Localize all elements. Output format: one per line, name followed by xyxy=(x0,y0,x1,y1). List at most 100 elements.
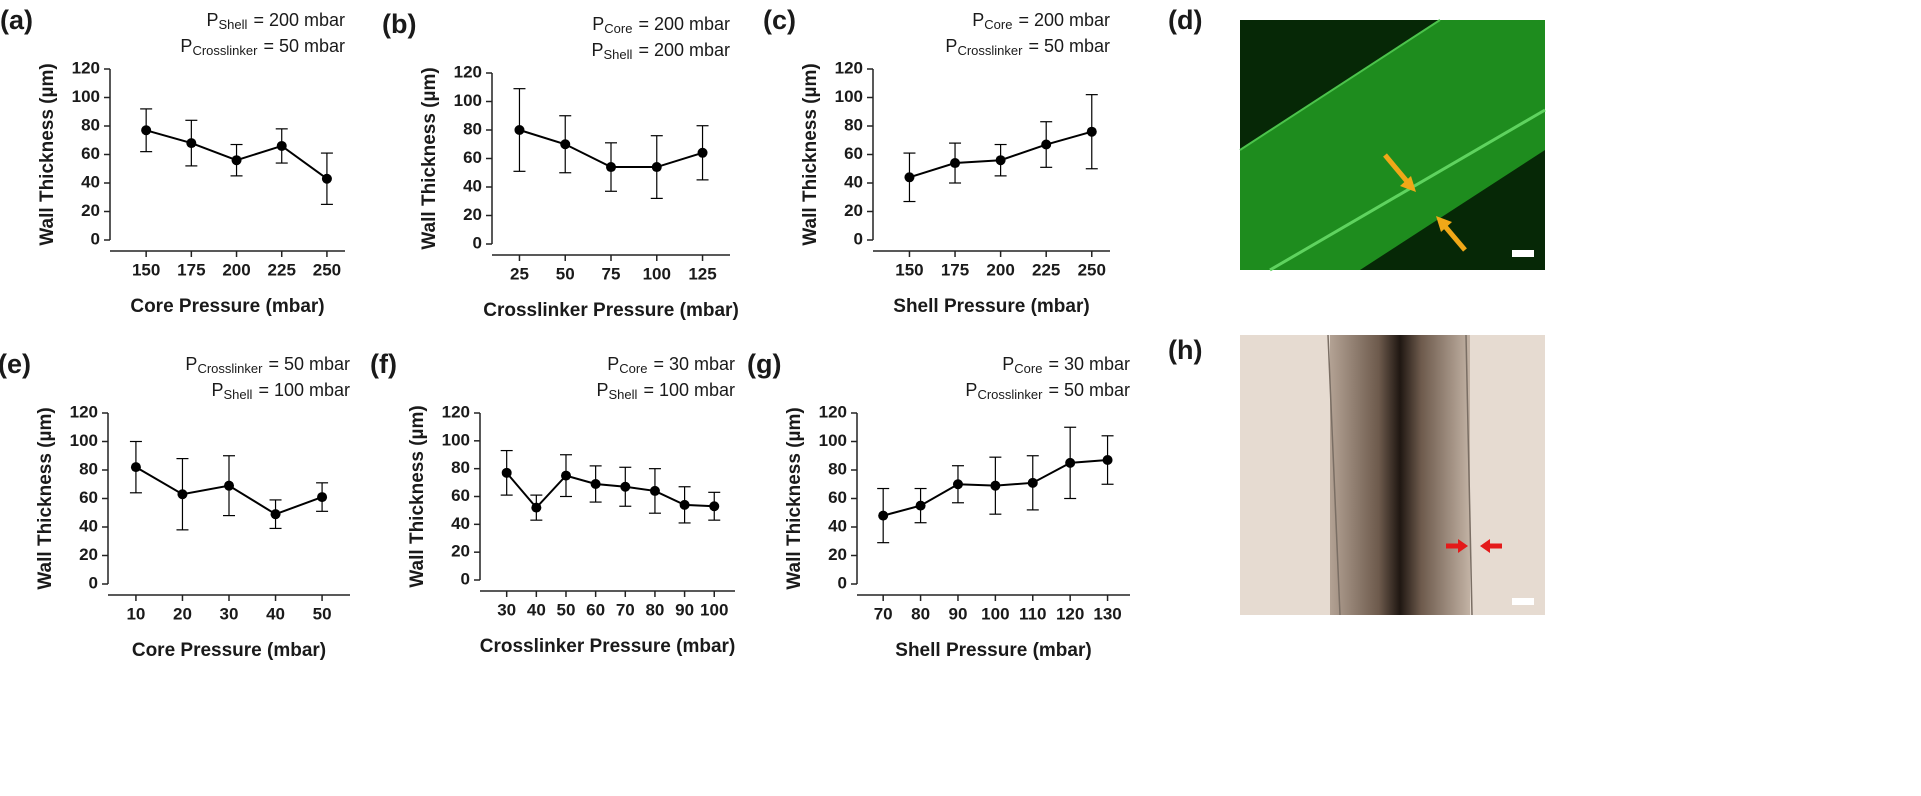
y-axis-title: Wall Thickness (µm) xyxy=(407,405,428,587)
annotation: PCrosslinker = 50 mbar xyxy=(180,36,345,59)
annotation-value: = 30 mbar xyxy=(1048,354,1130,374)
data-point xyxy=(1086,126,1097,137)
y-tick-label: 0 xyxy=(473,233,482,252)
data-point xyxy=(651,162,662,173)
annotation-subscript: Shell xyxy=(219,17,248,32)
annotation-value: = 100 mbar xyxy=(643,380,735,400)
x-axis-title: Crosslinker Pressure (mbar) xyxy=(483,300,739,321)
x-tick-label: 60 xyxy=(586,600,605,619)
data-point xyxy=(186,138,197,149)
y-tick-label: 120 xyxy=(70,402,98,421)
x-tick-label: 250 xyxy=(1078,260,1106,279)
annotation-value: = 50 mbar xyxy=(263,36,345,56)
arrow xyxy=(1383,153,1412,187)
annotation-symbol: P xyxy=(592,14,604,34)
x-tick-label: 50 xyxy=(556,264,575,283)
x-axis-title: Core Pressure (mbar) xyxy=(132,640,326,661)
annotation-subscript: Core xyxy=(1014,361,1042,376)
panel-label: (e) xyxy=(0,349,31,379)
data-point xyxy=(697,147,708,158)
annotation-subscript: Crosslinker xyxy=(197,361,263,376)
x-tick-label: 225 xyxy=(268,260,296,279)
data-point xyxy=(904,172,915,183)
data-line xyxy=(505,472,715,510)
scale-bar xyxy=(1512,598,1534,605)
y-tick-label: 100 xyxy=(454,91,482,110)
y-axis-title: Wall Thickness (µm) xyxy=(37,63,58,245)
y-tick-label: 80 xyxy=(451,458,470,477)
y-tick-label: 100 xyxy=(442,430,470,449)
annotation-symbol: P xyxy=(965,380,977,400)
x-tick-label: 150 xyxy=(132,260,160,279)
panel-label: (g) xyxy=(747,349,781,379)
wall-edge xyxy=(1239,19,1441,151)
y-tick-label: 20 xyxy=(79,545,98,564)
x-tick-label: 30 xyxy=(220,604,239,623)
x-tick-label: 80 xyxy=(911,604,930,623)
panel-label: (h) xyxy=(1168,335,1202,365)
x-tick-label: 175 xyxy=(177,260,205,279)
annotation-symbol: P xyxy=(607,354,619,374)
annotation-value: = 200 mbar xyxy=(638,14,730,34)
wall-edge xyxy=(1465,334,1473,616)
image-d: (d) xyxy=(1168,5,1546,272)
y-tick-label: 120 xyxy=(819,402,847,421)
annotation: PShell = 100 mbar xyxy=(597,380,736,403)
annotation-symbol: P xyxy=(180,36,192,56)
y-tick-label: 20 xyxy=(81,201,100,220)
data-point xyxy=(990,480,1001,491)
y-tick-label: 0 xyxy=(461,569,470,588)
panel-label: (c) xyxy=(763,5,796,35)
data-point xyxy=(590,478,601,489)
x-tick-label: 100 xyxy=(643,264,671,283)
annotation-symbol: P xyxy=(185,354,197,374)
y-tick-label: 100 xyxy=(72,87,100,106)
y-tick-label: 60 xyxy=(81,144,100,163)
annotation-subscript: Shell xyxy=(224,387,253,402)
data-point xyxy=(501,467,512,478)
data-point xyxy=(270,509,281,520)
x-tick-label: 30 xyxy=(497,600,516,619)
data-point xyxy=(130,462,141,473)
annotation: PCore = 30 mbar xyxy=(607,354,735,377)
y-tick-label: 100 xyxy=(819,431,847,450)
data-point xyxy=(950,158,961,169)
arrow-head xyxy=(1436,216,1452,232)
panel-label: (a) xyxy=(0,5,33,35)
annotation-symbol: P xyxy=(972,10,984,30)
x-tick-label: 200 xyxy=(222,260,250,279)
x-tick-label: 100 xyxy=(700,600,728,619)
y-tick-label: 40 xyxy=(79,516,98,535)
wall-edge xyxy=(1269,108,1546,272)
x-tick-label: 175 xyxy=(941,260,969,279)
annotation-value: = 200 mbar xyxy=(638,40,730,60)
panel-label: (b) xyxy=(382,9,416,39)
annotation-subscript: Core xyxy=(984,17,1012,32)
dark-region xyxy=(1360,150,1545,270)
x-tick-label: 130 xyxy=(1093,604,1121,623)
annotation-subscript: Shell xyxy=(604,47,633,62)
annotation-subscript: Core xyxy=(604,21,632,36)
annotation-symbol: P xyxy=(212,380,224,400)
x-axis-title: Core Pressure (mbar) xyxy=(130,296,324,317)
x-tick-label: 70 xyxy=(874,604,893,623)
x-tick-label: 150 xyxy=(895,260,923,279)
annotation-subscript: Crosslinker xyxy=(957,43,1023,58)
arrow-head xyxy=(1458,539,1468,553)
x-tick-label: 10 xyxy=(126,604,145,623)
annotation-symbol: P xyxy=(945,36,957,56)
arrow-head xyxy=(1400,176,1416,192)
annotation-value: = 50 mbar xyxy=(268,354,350,374)
annotation-value: = 50 mbar xyxy=(1048,380,1130,400)
data-point xyxy=(560,139,571,150)
data-point xyxy=(878,510,889,521)
chart-panel: (b) PCore = 200 mbar PShell = 200 mbar 0 20 40 6… xyxy=(382,9,739,321)
x-tick-label: 25 xyxy=(510,264,529,283)
x-tick-label: 70 xyxy=(616,600,635,619)
y-tick-label: 60 xyxy=(463,148,482,167)
annotation: PShell = 200 mbar xyxy=(592,40,731,63)
y-tick-label: 60 xyxy=(844,144,863,163)
data-point xyxy=(679,499,690,510)
